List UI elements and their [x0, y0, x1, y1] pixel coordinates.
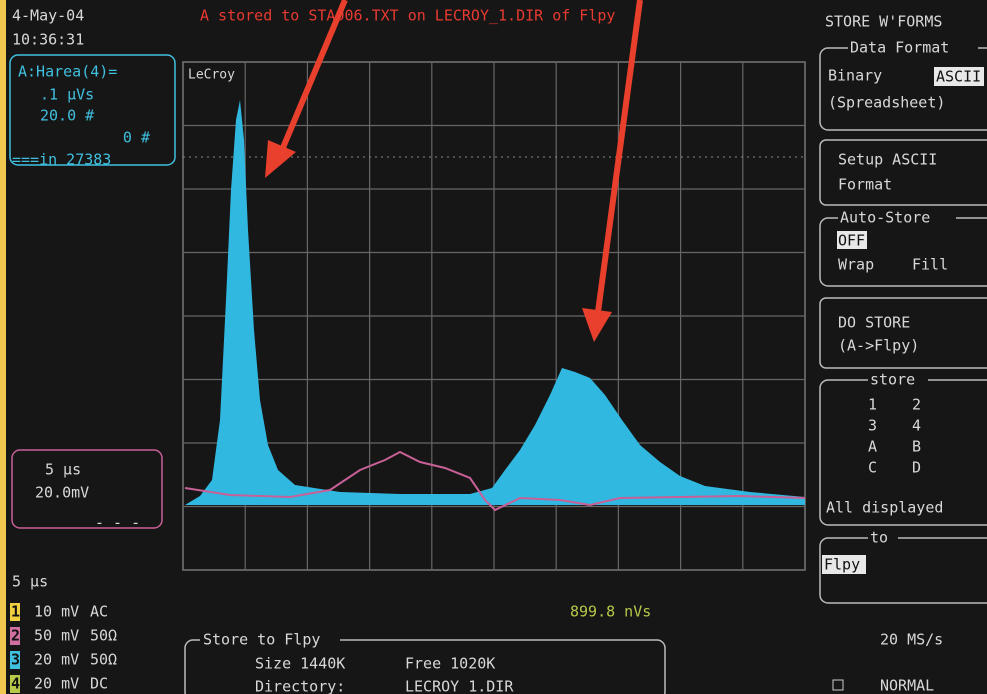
store-item[interactable]: 1: [868, 396, 877, 414]
channel-coupling: 50Ω: [90, 627, 117, 645]
trace-timebase: 5 µs: [45, 461, 81, 479]
store-item[interactable]: 2: [912, 396, 921, 414]
store-item[interactable]: 4: [912, 417, 921, 435]
menu-text: Format: [838, 176, 892, 194]
channel-scale: 20 mV: [34, 651, 79, 669]
store-item[interactable]: C: [868, 459, 877, 477]
menu-auto-store[interactable]: [820, 218, 987, 286]
status-message: A stored to STA006.TXT on LECROY_1.DIR o…: [200, 7, 615, 25]
area-readout: 899.8 nVs: [570, 603, 651, 621]
menu-option[interactable]: Flpy: [824, 556, 860, 574]
channel-number: 1: [11, 603, 20, 621]
store-free: Free 1020K: [405, 655, 495, 673]
menu-option[interactable]: Fill: [912, 256, 948, 274]
channel-scale: 50 mV: [34, 627, 79, 645]
measurement-line: 20.0 #: [40, 107, 94, 125]
grid-label: LeCroy: [188, 68, 235, 83]
channel-coupling: AC: [90, 603, 108, 621]
menu-data-format[interactable]: [820, 48, 987, 130]
menu-label: Data Format: [850, 39, 949, 57]
date: 4-May-04: [12, 7, 84, 25]
trace-scale: 20.0mV: [35, 484, 89, 502]
menu-label: to: [870, 529, 888, 547]
menu-text: (A->Flpy): [838, 337, 919, 355]
store-item[interactable]: 3: [868, 417, 877, 435]
menu-option[interactable]: Binary: [828, 67, 882, 85]
menu-option[interactable]: OFF: [838, 232, 865, 250]
store-size: Size 1440K: [255, 655, 345, 673]
channel-coupling: DC: [90, 675, 108, 693]
store-item[interactable]: A: [868, 438, 877, 456]
menu-text: DO STORE: [838, 314, 910, 332]
channel-number: 4: [11, 675, 20, 693]
measurement-line: .1 µVs: [40, 86, 94, 104]
menu-option[interactable]: All displayed: [826, 499, 943, 517]
store-dir: LECROY_1.DIR: [405, 678, 514, 694]
channel-number: 2: [11, 627, 20, 645]
menu-option[interactable]: Wrap: [838, 256, 874, 274]
store-dir-label: Directory:: [255, 678, 345, 694]
time: 10:36:31: [12, 31, 84, 49]
menu-title: STORE W'FORMS: [825, 13, 942, 31]
measurement-line: A:Harea(4)=: [18, 63, 117, 81]
timebase: 5 µs: [12, 573, 48, 591]
measurement-line: 0 #: [123, 129, 150, 147]
channel-scale: 10 mV: [34, 603, 79, 621]
scope-screen: 4-May-04 10:36:31 A stored to STA006.TXT…: [0, 0, 987, 694]
trace-dashes: - - -: [95, 514, 140, 532]
menu-option[interactable]: ASCII: [936, 68, 981, 86]
measurement-line: ===in 27383: [12, 151, 111, 169]
store-box-title: Store to Flpy: [203, 631, 320, 649]
store-item[interactable]: B: [912, 438, 921, 456]
menu-do-store[interactable]: [820, 298, 987, 368]
menu-label: store: [870, 371, 915, 389]
menu-note: (Spreadsheet): [828, 94, 945, 112]
channel-scale: 20 mV: [34, 675, 79, 693]
page: 4-May-04 10:36:31 A stored to STA006.TXT…: [0, 0, 987, 694]
trigger-mode: NORMAL: [880, 677, 934, 694]
channel-number: 3: [11, 651, 20, 669]
menu-label: Auto-Store: [840, 209, 930, 227]
channel-coupling: 50Ω: [90, 651, 117, 669]
sample-rate: 20 MS/s: [880, 631, 943, 649]
menu-text: Setup ASCII: [838, 151, 937, 169]
store-item[interactable]: D: [912, 459, 921, 477]
